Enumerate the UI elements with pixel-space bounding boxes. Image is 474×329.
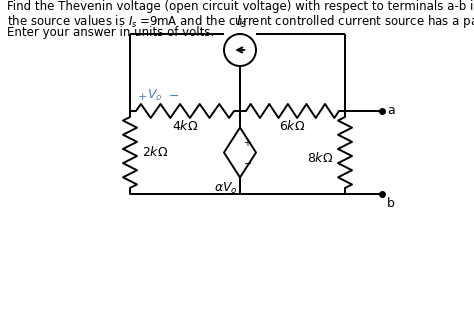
Text: $4k\Omega$: $4k\Omega$ [172, 119, 198, 133]
Text: Enter your answer in units of volts.: Enter your answer in units of volts. [7, 26, 214, 39]
Text: +: + [138, 92, 147, 102]
Text: $I_s$: $I_s$ [236, 13, 246, 30]
Text: $V_o$: $V_o$ [147, 88, 163, 103]
Text: $-$: $-$ [168, 89, 179, 102]
Text: $2k\Omega$: $2k\Omega$ [142, 145, 168, 160]
Text: the source values is $I_s$ =9mA and the current controlled current source has a : the source values is $I_s$ =9mA and the … [7, 13, 474, 30]
Text: $\alpha V_o$: $\alpha V_o$ [214, 181, 238, 196]
Text: $8k\Omega$: $8k\Omega$ [307, 150, 333, 164]
Text: Find the Thevenin voltage (open circuit voltage) with respect to terminals a-b i: Find the Thevenin voltage (open circuit … [7, 0, 474, 13]
Text: $6k\Omega$: $6k\Omega$ [279, 119, 306, 133]
Text: +: + [243, 138, 251, 148]
Text: b: b [387, 197, 395, 210]
Text: a: a [387, 105, 395, 117]
Text: $-$: $-$ [243, 157, 252, 167]
